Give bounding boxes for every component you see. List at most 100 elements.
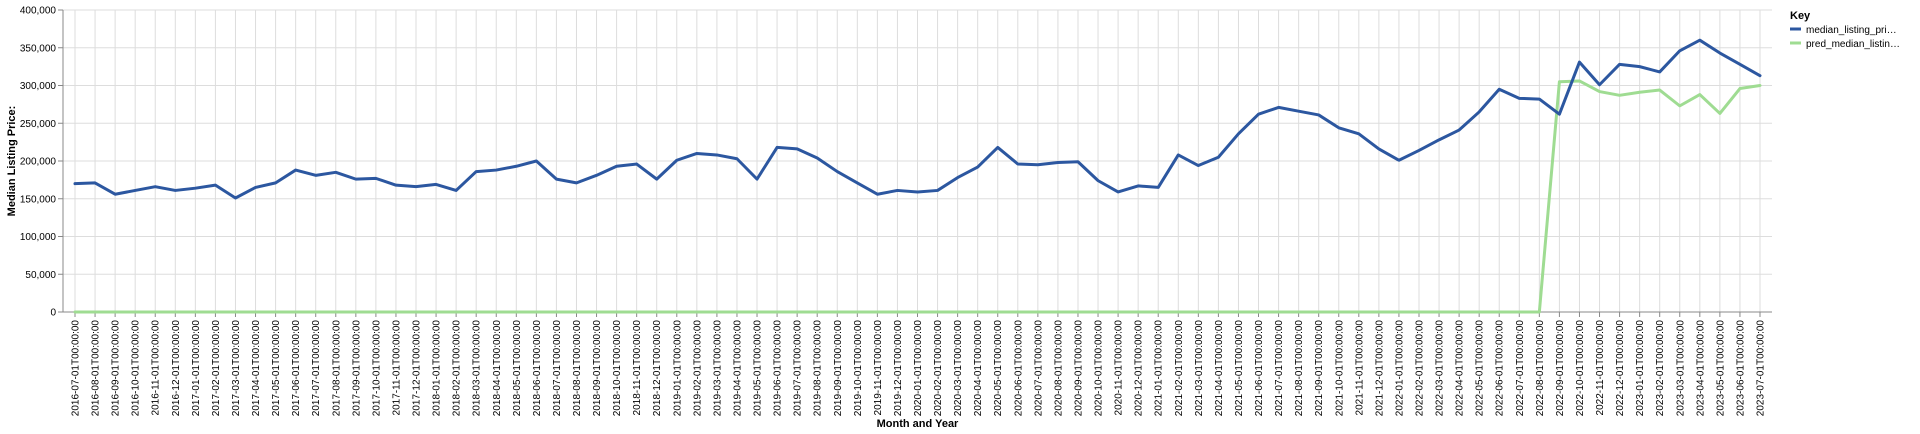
y-tick-label: 150,000	[20, 194, 57, 205]
x-tick-label: 2021-05-01T00:00:00	[1234, 320, 1245, 417]
x-tick-label: 2019-09-01T00:00:00	[833, 320, 844, 417]
x-tick-label: 2020-01-01T00:00:00	[913, 320, 924, 417]
x-tick-label: 2018-02-01T00:00:00	[452, 320, 463, 417]
x-tick-label: 2020-11-01T00:00:00	[1114, 320, 1125, 416]
x-tick-label: 2020-10-01T00:00:00	[1094, 320, 1105, 417]
y-axis-title: Median Listing Price:	[6, 106, 18, 217]
x-tick-label: 2023-07-01T00:00:00	[1756, 320, 1767, 417]
x-tick-label: 2021-03-01T00:00:00	[1194, 320, 1205, 417]
x-tick-label: 2022-02-01T00:00:00	[1414, 320, 1425, 417]
x-tick-label: 2020-03-01T00:00:00	[953, 320, 964, 417]
x-tick-label: 2019-04-01T00:00:00	[732, 320, 743, 417]
x-tick-label: 2017-03-01T00:00:00	[231, 320, 242, 417]
x-tick-label: 2021-02-01T00:00:00	[1174, 320, 1185, 417]
x-tick-label: 2021-08-01T00:00:00	[1294, 320, 1305, 417]
x-tick-label: 2023-02-01T00:00:00	[1655, 320, 1666, 417]
x-tick-label: 2018-06-01T00:00:00	[532, 320, 543, 417]
x-tick-label: 2022-04-01T00:00:00	[1455, 320, 1466, 417]
x-tick-label: 2016-07-01T00:00:00	[71, 320, 82, 417]
x-tick-label: 2018-03-01T00:00:00	[472, 320, 483, 417]
x-tick-label: 2022-11-01T00:00:00	[1595, 320, 1606, 416]
x-tick-label: 2022-08-01T00:00:00	[1535, 320, 1546, 417]
x-tick-label: 2022-01-01T00:00:00	[1394, 320, 1405, 417]
x-tick-label: 2017-01-01T00:00:00	[191, 320, 202, 417]
x-tick-label: 2021-07-01T00:00:00	[1274, 320, 1285, 417]
x-tick-label: 2018-12-01T00:00:00	[652, 320, 663, 417]
x-tick-label: 2020-02-01T00:00:00	[933, 320, 944, 417]
x-tick-label: 2020-09-01T00:00:00	[1073, 320, 1084, 417]
x-tick-label: 2016-09-01T00:00:00	[111, 320, 122, 417]
x-tick-label: 2017-12-01T00:00:00	[412, 320, 423, 417]
x-tick-label: 2022-09-01T00:00:00	[1555, 320, 1566, 417]
x-tick-label: 2019-07-01T00:00:00	[793, 320, 804, 417]
x-tick-label: 2017-06-01T00:00:00	[291, 320, 302, 417]
x-tick-label: 2022-12-01T00:00:00	[1615, 320, 1626, 417]
y-tick-label: 100,000	[20, 232, 57, 243]
x-tick-label: 2021-09-01T00:00:00	[1314, 320, 1325, 417]
x-tick-label: 2016-10-01T00:00:00	[131, 320, 142, 417]
y-tick-label: 250,000	[20, 119, 57, 130]
x-tick-label: 2020-04-01T00:00:00	[973, 320, 984, 417]
x-tick-label: 2022-10-01T00:00:00	[1575, 320, 1586, 417]
x-tick-label: 2019-02-01T00:00:00	[692, 320, 703, 417]
x-tick-label: 2023-04-01T00:00:00	[1695, 320, 1706, 417]
x-tick-label: 2017-07-01T00:00:00	[311, 320, 322, 417]
x-tick-label: 2021-01-01T00:00:00	[1154, 320, 1165, 417]
x-tick-label: 2019-12-01T00:00:00	[893, 320, 904, 417]
y-tick-label: 0	[50, 308, 56, 319]
x-tick-label: 2016-12-01T00:00:00	[171, 320, 182, 417]
x-tick-label: 2017-05-01T00:00:00	[271, 320, 282, 417]
x-tick-label: 2017-04-01T00:00:00	[251, 320, 262, 417]
legend-label-median-listing-price: median_listing_pri…	[1806, 25, 1897, 36]
x-tick-label: 2020-08-01T00:00:00	[1053, 320, 1064, 417]
series-lines	[73, 38, 1762, 314]
legend: Key median_listing_pri… pred_median_list…	[1790, 10, 1900, 50]
series-line-median-listing-price	[73, 38, 1762, 200]
x-tick-label: 2019-08-01T00:00:00	[813, 320, 824, 417]
x-tick-label: 2018-11-01T00:00:00	[632, 320, 643, 416]
x-tick-label: 2019-10-01T00:00:00	[853, 320, 864, 417]
x-tick-label: 2017-10-01T00:00:00	[371, 320, 382, 417]
gridlines	[63, 9, 1772, 313]
x-tick-label: 2018-01-01T00:00:00	[432, 320, 443, 417]
x-tick-label: 2017-08-01T00:00:00	[331, 320, 342, 417]
x-tick-label: 2022-03-01T00:00:00	[1435, 320, 1446, 417]
y-tick-label: 400,000	[20, 6, 57, 17]
x-tick-label: 2023-01-01T00:00:00	[1635, 320, 1646, 417]
x-tick-label: 2019-06-01T00:00:00	[773, 320, 784, 417]
x-tick-label: 2019-11-01T00:00:00	[873, 320, 884, 416]
x-tick-label: 2020-05-01T00:00:00	[993, 320, 1004, 417]
x-tick-label: 2022-06-01T00:00:00	[1495, 320, 1506, 417]
series-line-pred-median-listing-price	[73, 79, 1762, 314]
x-tick-label: 2018-05-01T00:00:00	[512, 320, 523, 417]
x-tick-label: 2021-12-01T00:00:00	[1374, 320, 1385, 417]
x-axis-title: Month and Year	[877, 418, 959, 430]
legend-title: Key	[1790, 10, 1811, 22]
x-tick-label: 2016-08-01T00:00:00	[91, 320, 102, 417]
y-tick-label: 200,000	[20, 157, 57, 168]
x-tick-label: 2018-08-01T00:00:00	[572, 320, 583, 417]
y-tick-label: 50,000	[25, 270, 56, 281]
x-tick-label: 2023-05-01T00:00:00	[1715, 320, 1726, 417]
y-tick-label: 350,000	[20, 43, 57, 54]
legend-label-pred-median-listing-price: pred_median_listin…	[1806, 39, 1900, 50]
y-tick-label: 300,000	[20, 81, 57, 92]
x-tick-label: 2018-07-01T00:00:00	[552, 320, 563, 417]
x-tick-label: 2017-02-01T00:00:00	[211, 320, 222, 417]
x-tick-label: 2018-04-01T00:00:00	[492, 320, 503, 417]
x-tick-label: 2022-05-01T00:00:00	[1475, 320, 1486, 417]
x-tick-label: 2021-11-01T00:00:00	[1354, 320, 1365, 416]
x-tick-label: 2023-03-01T00:00:00	[1675, 320, 1686, 417]
axes: 0 50,000 100,000 150,000 200,000 250,000 300,0…	[20, 6, 1772, 417]
x-tick-label: 2021-04-01T00:00:00	[1214, 320, 1225, 417]
x-tick-label: 2020-06-01T00:00:00	[1013, 320, 1024, 417]
x-tick-label: 2018-09-01T00:00:00	[592, 320, 603, 417]
x-tick-label: 2021-06-01T00:00:00	[1254, 320, 1265, 417]
x-tick-label: 2016-11-01T00:00:00	[151, 320, 162, 416]
x-tick-label: 2019-01-01T00:00:00	[672, 320, 683, 417]
x-tick-label: 2022-07-01T00:00:00	[1515, 320, 1526, 417]
x-tick-label: 2017-11-01T00:00:00	[391, 320, 402, 416]
x-tick-label: 2021-10-01T00:00:00	[1334, 320, 1345, 417]
x-tick-label: 2019-05-01T00:00:00	[753, 320, 764, 417]
